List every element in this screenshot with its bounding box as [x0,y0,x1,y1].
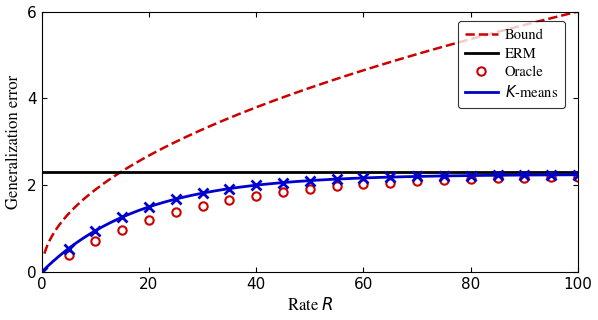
$K$-means [66,246,73,250]
Oracle [467,177,474,181]
Bound [559,13,566,17]
Oracle [548,175,555,179]
Oracle [333,185,340,188]
Oracle [279,190,286,194]
Bound [41,252,48,256]
Oracle [387,181,394,185]
Oracle [65,253,72,257]
Oracle [199,204,206,207]
ERM [44,170,51,174]
Line: Bound: Bound [44,12,578,254]
Line: $K$-means: $K$-means [42,175,578,272]
Oracle [521,176,528,180]
Oracle [91,239,99,243]
$K$-means [460,174,468,178]
Bound [575,10,582,13]
Oracle [575,175,582,179]
Oracle [414,179,421,183]
Y-axis label: Generalization error: Generalization error [5,75,22,209]
Oracle [145,218,152,222]
Line: Oracle: Oracle [65,172,582,259]
X-axis label: Rate $R$: Rate $R$ [286,298,333,315]
$K$-means [559,173,566,177]
Oracle [360,182,367,186]
Oracle [253,194,260,198]
$K$-means [299,179,306,183]
Oracle [118,228,126,231]
Oracle [172,210,179,214]
Oracle [440,178,447,182]
Bound [68,209,75,212]
$K$-means [38,270,45,274]
$K$-means [559,173,566,177]
Legend: Bound, ERM, Oracle, $K$-means: Bound, ERM, Oracle, $K$-means [458,21,565,108]
Oracle [306,187,313,191]
Bound [559,13,566,17]
Oracle [226,198,233,202]
Oracle [494,176,501,180]
Bound [286,93,293,97]
Bound [461,39,468,43]
$K$-means [575,173,582,177]
Bound [300,88,307,92]
ERM [38,170,45,174]
$K$-means [285,180,292,184]
